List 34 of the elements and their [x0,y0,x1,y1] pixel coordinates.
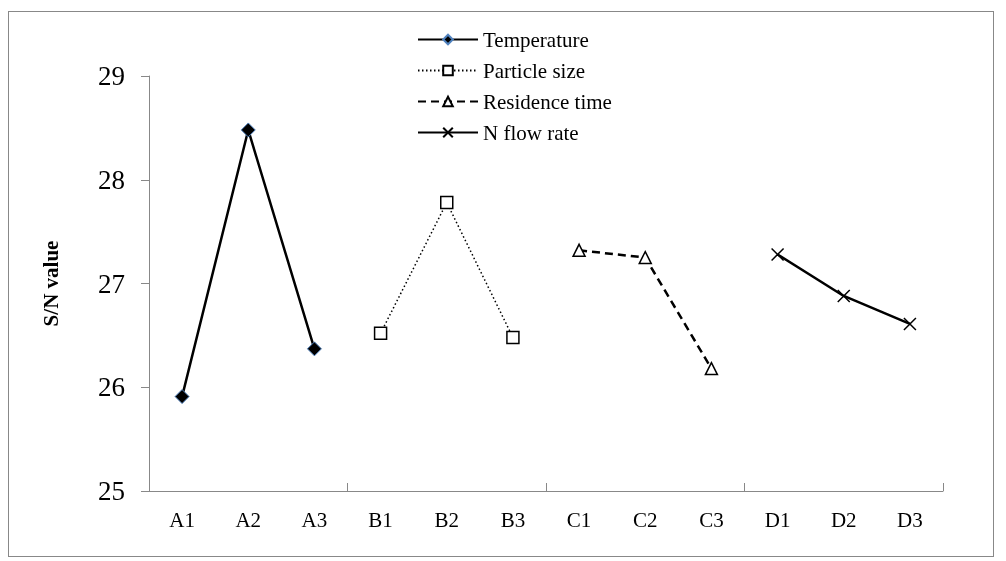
point [306,341,322,357]
point [903,317,917,331]
point [240,122,256,138]
legend-label: Temperature [483,27,589,52]
point [572,243,586,258]
x-tick-label: C1 [566,507,592,532]
x-tick-label: D3 [897,507,923,532]
point [837,289,851,303]
x-tick-label: B2 [434,507,460,532]
point [770,247,785,262]
y-tick-label: 27 [98,268,125,299]
point [174,389,190,405]
x-tick-label: C2 [632,507,658,532]
legend-label: N flow rate [483,120,579,145]
x-tick-label: D1 [764,507,791,532]
y-tick-label: 25 [98,476,125,506]
x-tick-label: A2 [235,507,262,532]
y-axis-title: S/N value [38,240,63,327]
y-tick-label: 26 [98,372,125,403]
x-tick-label: A3 [301,507,328,532]
point [638,250,652,265]
point [373,326,388,341]
x-tick-label: B3 [500,507,526,532]
y-tick-label: 29 [98,61,125,91]
legend-label: Residence time [483,89,612,114]
point [440,195,454,210]
point [704,361,719,376]
x-tick-label: C3 [699,507,724,532]
x-tick-label: B1 [368,507,393,532]
legend-label: Particle size [483,58,586,83]
y-tick-label: 28 [98,164,125,195]
x-tick-label: A1 [169,507,195,532]
x-tick-label: D2 [830,507,857,532]
point [506,330,520,345]
